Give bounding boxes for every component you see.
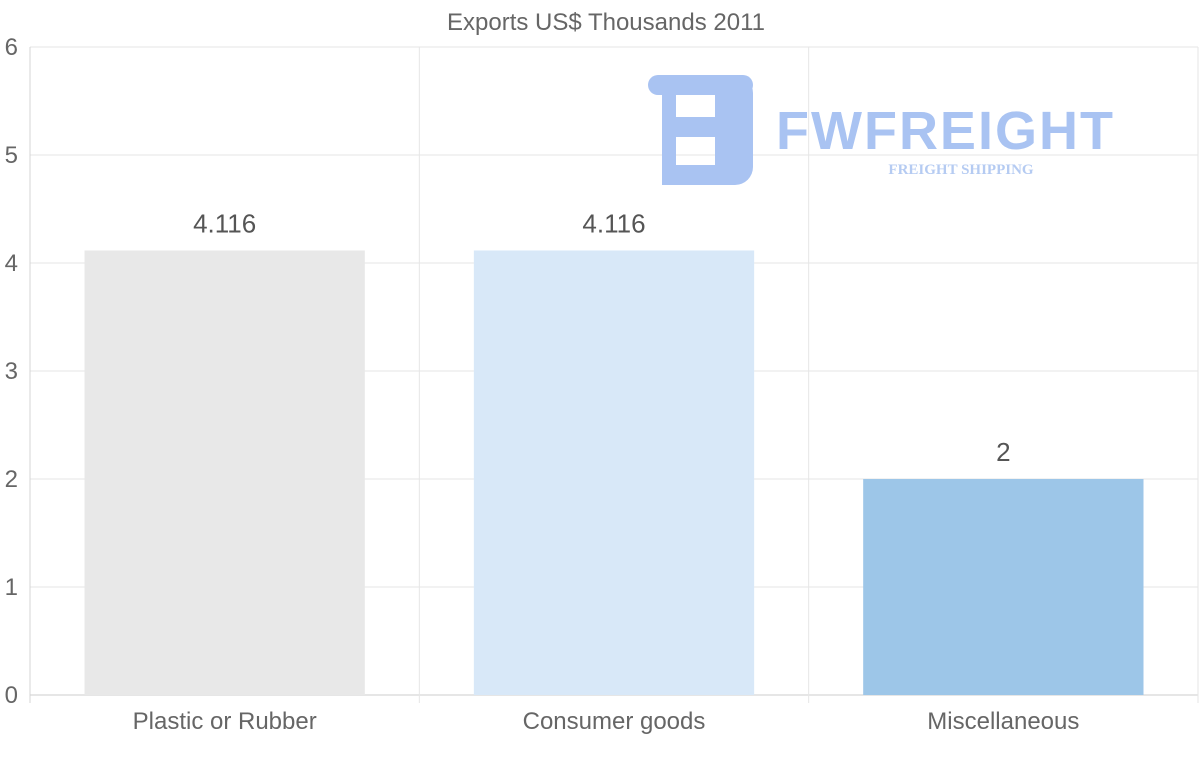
data-label: 4.116	[582, 208, 645, 238]
y-tick-label: 2	[5, 466, 18, 493]
x-tick-label: Consumer goods	[523, 708, 706, 735]
x-tick-label: Miscellaneous	[927, 708, 1079, 735]
fwfreight-watermark: FWFREIGHT FREIGHT SHIPPING	[648, 75, 1115, 185]
x-tick-label: Plastic or Rubber	[133, 708, 317, 735]
watermark-name: FWFREIGHT	[776, 101, 1115, 161]
fwfreight-logo-mark	[648, 75, 753, 185]
bar[interactable]	[84, 250, 365, 696]
chart-title: Exports US$ Thousands 2011	[447, 9, 765, 36]
bar[interactable]	[473, 250, 755, 696]
y-axis-ticks: 0 1 2 3 4 5 6	[5, 34, 18, 709]
y-tick-label: 1	[5, 574, 18, 601]
bar[interactable]	[863, 479, 1144, 695]
data-labels: 4.116 4.116 2	[193, 208, 1010, 467]
y-tick-label: 4	[5, 250, 18, 277]
data-label: 4.116	[193, 208, 256, 238]
watermark-tagline: FREIGHT SHIPPING	[888, 162, 1033, 178]
data-label: 2	[996, 437, 1010, 467]
y-tick-label: 3	[5, 358, 18, 385]
y-tick-label: 0	[5, 682, 18, 709]
x-axis-ticks: Plastic or Rubber Consumer goods Miscellan…	[133, 708, 1080, 735]
y-tick-label: 6	[5, 34, 18, 61]
y-tick-label: 5	[5, 142, 18, 169]
bars	[84, 250, 1144, 696]
